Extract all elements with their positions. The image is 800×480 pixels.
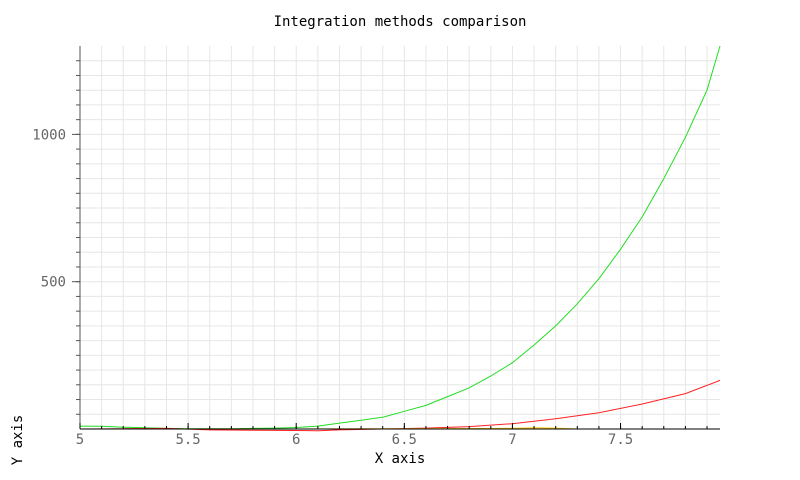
x-tick-label: 7.5	[608, 432, 633, 448]
axes	[72, 46, 720, 430]
chart-title: Integration methods comparison	[274, 14, 527, 30]
x-tick-label: 6.5	[392, 432, 417, 448]
y-axis-label: Y axis	[10, 415, 26, 466]
x-tick-label: 6	[292, 432, 300, 448]
tick-labels: 5 5.5 6 6.5 7 7.5 500 1000	[32, 127, 633, 448]
y-tick-label: 1000	[32, 127, 66, 143]
y-tick-label: 500	[41, 275, 66, 291]
x-tick-label: 5.5	[175, 432, 200, 448]
x-tick-label: 5	[76, 432, 84, 448]
x-axis-label: X axis	[375, 451, 426, 467]
grid	[80, 46, 720, 429]
x-tick-label: 7	[508, 432, 516, 448]
